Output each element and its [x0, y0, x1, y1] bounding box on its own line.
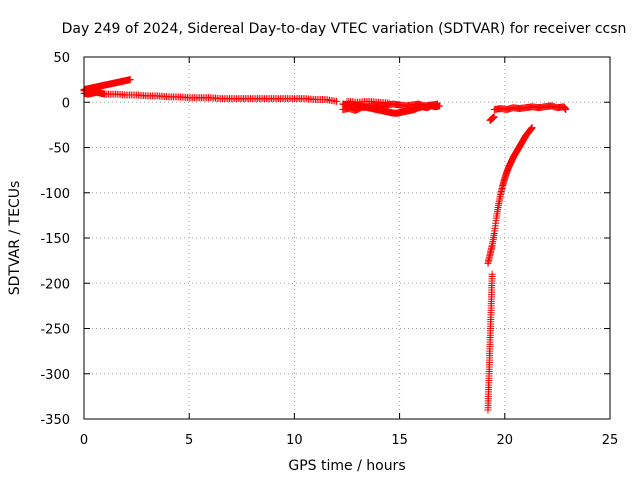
- x-tick-label: 25: [602, 433, 619, 448]
- y-axis-label: SDTVAR / TECUs: [7, 181, 23, 296]
- data-point: [562, 105, 570, 113]
- y-tick-label: -50: [49, 142, 70, 157]
- y-tick-label: -350: [40, 413, 70, 428]
- x-tick-label: 20: [497, 433, 514, 448]
- y-tick-label: -100: [40, 187, 70, 202]
- data-points: [80, 76, 570, 414]
- data-point: [332, 97, 340, 105]
- y-tick-label: -150: [40, 232, 70, 247]
- x-axis-label: GPS time / hours: [288, 458, 405, 474]
- x-tick-label: 0: [80, 433, 88, 448]
- y-tick-label: 0: [62, 96, 70, 111]
- y-tick-labels: 50 0 -50 -100 -150 -200 -250 -300 -350: [40, 51, 70, 428]
- data-point: [528, 124, 536, 132]
- y-tick-label: -250: [40, 323, 70, 338]
- y-tick-label: -200: [40, 277, 70, 292]
- x-tick-label: 10: [286, 433, 303, 448]
- data-point: [488, 270, 496, 278]
- x-tick-label: 15: [391, 433, 408, 448]
- data-point: [126, 76, 134, 84]
- y-tick-label: -300: [40, 368, 70, 383]
- data-point: [97, 87, 105, 95]
- x-tick-label: 5: [185, 433, 193, 448]
- data-point: [490, 113, 498, 121]
- y-tick-label: 50: [53, 51, 70, 66]
- data-point: [433, 100, 441, 108]
- data-point: [385, 99, 393, 107]
- chart-title: Day 249 of 2024, Sidereal Day-to-day VTE…: [62, 21, 627, 37]
- axis-ticks: [83, 56, 611, 420]
- x-tick-labels: 0 5 10 15 20 25: [80, 433, 618, 448]
